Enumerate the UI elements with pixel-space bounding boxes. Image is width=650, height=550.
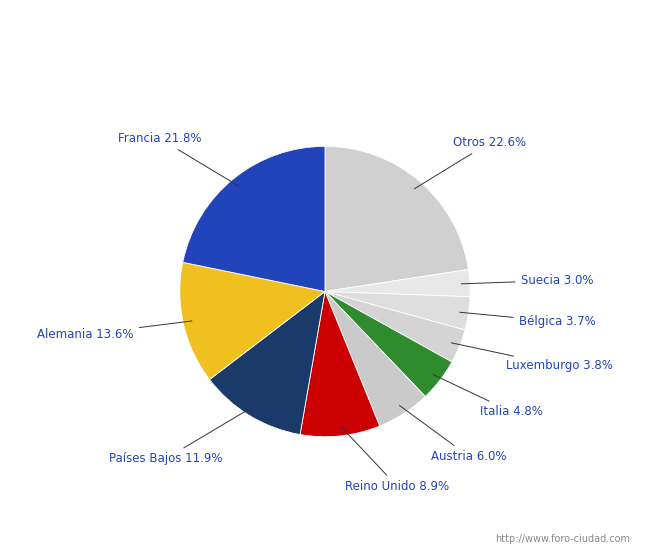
Text: Suecia 3.0%: Suecia 3.0%: [461, 274, 593, 287]
Text: Reino Unido 8.9%: Reino Unido 8.9%: [341, 426, 449, 493]
Wedge shape: [325, 292, 470, 330]
Wedge shape: [180, 262, 325, 379]
Text: Bélgica 3.7%: Bélgica 3.7%: [460, 312, 595, 328]
Text: Italia 4.8%: Italia 4.8%: [433, 375, 543, 418]
Text: Países Bajos 11.9%: Países Bajos 11.9%: [109, 407, 253, 465]
Wedge shape: [325, 292, 425, 426]
Text: http://www.foro-ciudad.com: http://www.foro-ciudad.com: [495, 535, 630, 544]
Text: Luxemburgo 3.8%: Luxemburgo 3.8%: [451, 343, 613, 372]
Text: Francia 21.8%: Francia 21.8%: [118, 133, 239, 186]
Wedge shape: [300, 292, 380, 437]
Wedge shape: [325, 146, 469, 292]
Text: Alemania 13.6%: Alemania 13.6%: [37, 321, 192, 341]
Wedge shape: [209, 292, 325, 434]
Wedge shape: [325, 292, 465, 362]
Wedge shape: [325, 270, 470, 297]
Text: Austria 6.0%: Austria 6.0%: [400, 405, 506, 463]
Wedge shape: [325, 292, 452, 397]
Text: Otros 22.6%: Otros 22.6%: [415, 136, 526, 189]
Text: Cardedeu – Turistas extranjeros según país – Abril de 2024: Cardedeu – Turistas extranjeros según pa…: [89, 15, 561, 31]
Wedge shape: [183, 146, 325, 292]
